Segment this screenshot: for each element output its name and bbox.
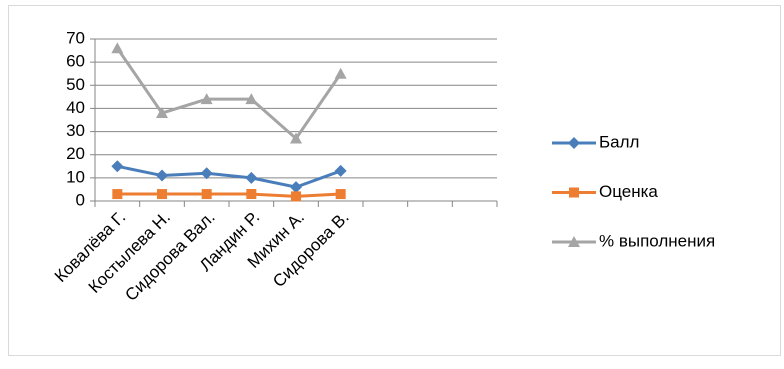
marker bbox=[156, 107, 168, 119]
y-tick-label: 10 bbox=[66, 167, 85, 186]
marker bbox=[334, 164, 347, 177]
marker bbox=[568, 236, 580, 247]
legend-label: % выполнения bbox=[599, 231, 715, 250]
marker bbox=[246, 189, 257, 200]
marker bbox=[112, 189, 123, 200]
marker bbox=[290, 132, 302, 144]
marker bbox=[200, 167, 213, 180]
marker bbox=[111, 160, 124, 173]
marker bbox=[200, 93, 213, 105]
y-tick-label: 60 bbox=[66, 52, 85, 71]
marker bbox=[156, 169, 168, 182]
series-line bbox=[117, 192, 341, 198]
marker bbox=[334, 67, 347, 79]
legend-label: Балл bbox=[599, 132, 639, 151]
chart-border bbox=[8, 5, 781, 356]
marker bbox=[568, 137, 580, 149]
y-tick-label: 20 bbox=[66, 144, 85, 163]
legend-label: Оценка bbox=[599, 182, 658, 201]
y-tick-label: 50 bbox=[66, 75, 85, 94]
y-tick-label: 30 bbox=[66, 121, 85, 140]
series-line bbox=[116, 47, 342, 141]
marker bbox=[290, 181, 302, 194]
marker bbox=[291, 191, 301, 202]
marker bbox=[157, 189, 167, 200]
series-line bbox=[117, 164, 342, 189]
marker bbox=[245, 93, 258, 105]
marker bbox=[335, 189, 346, 200]
y-tick-label: 70 bbox=[66, 28, 85, 47]
marker bbox=[569, 187, 579, 198]
marker bbox=[245, 171, 258, 184]
marker bbox=[111, 42, 124, 54]
y-tick-label: 40 bbox=[66, 98, 85, 117]
marker bbox=[201, 189, 212, 200]
y-tick-label: 0 bbox=[76, 190, 85, 209]
